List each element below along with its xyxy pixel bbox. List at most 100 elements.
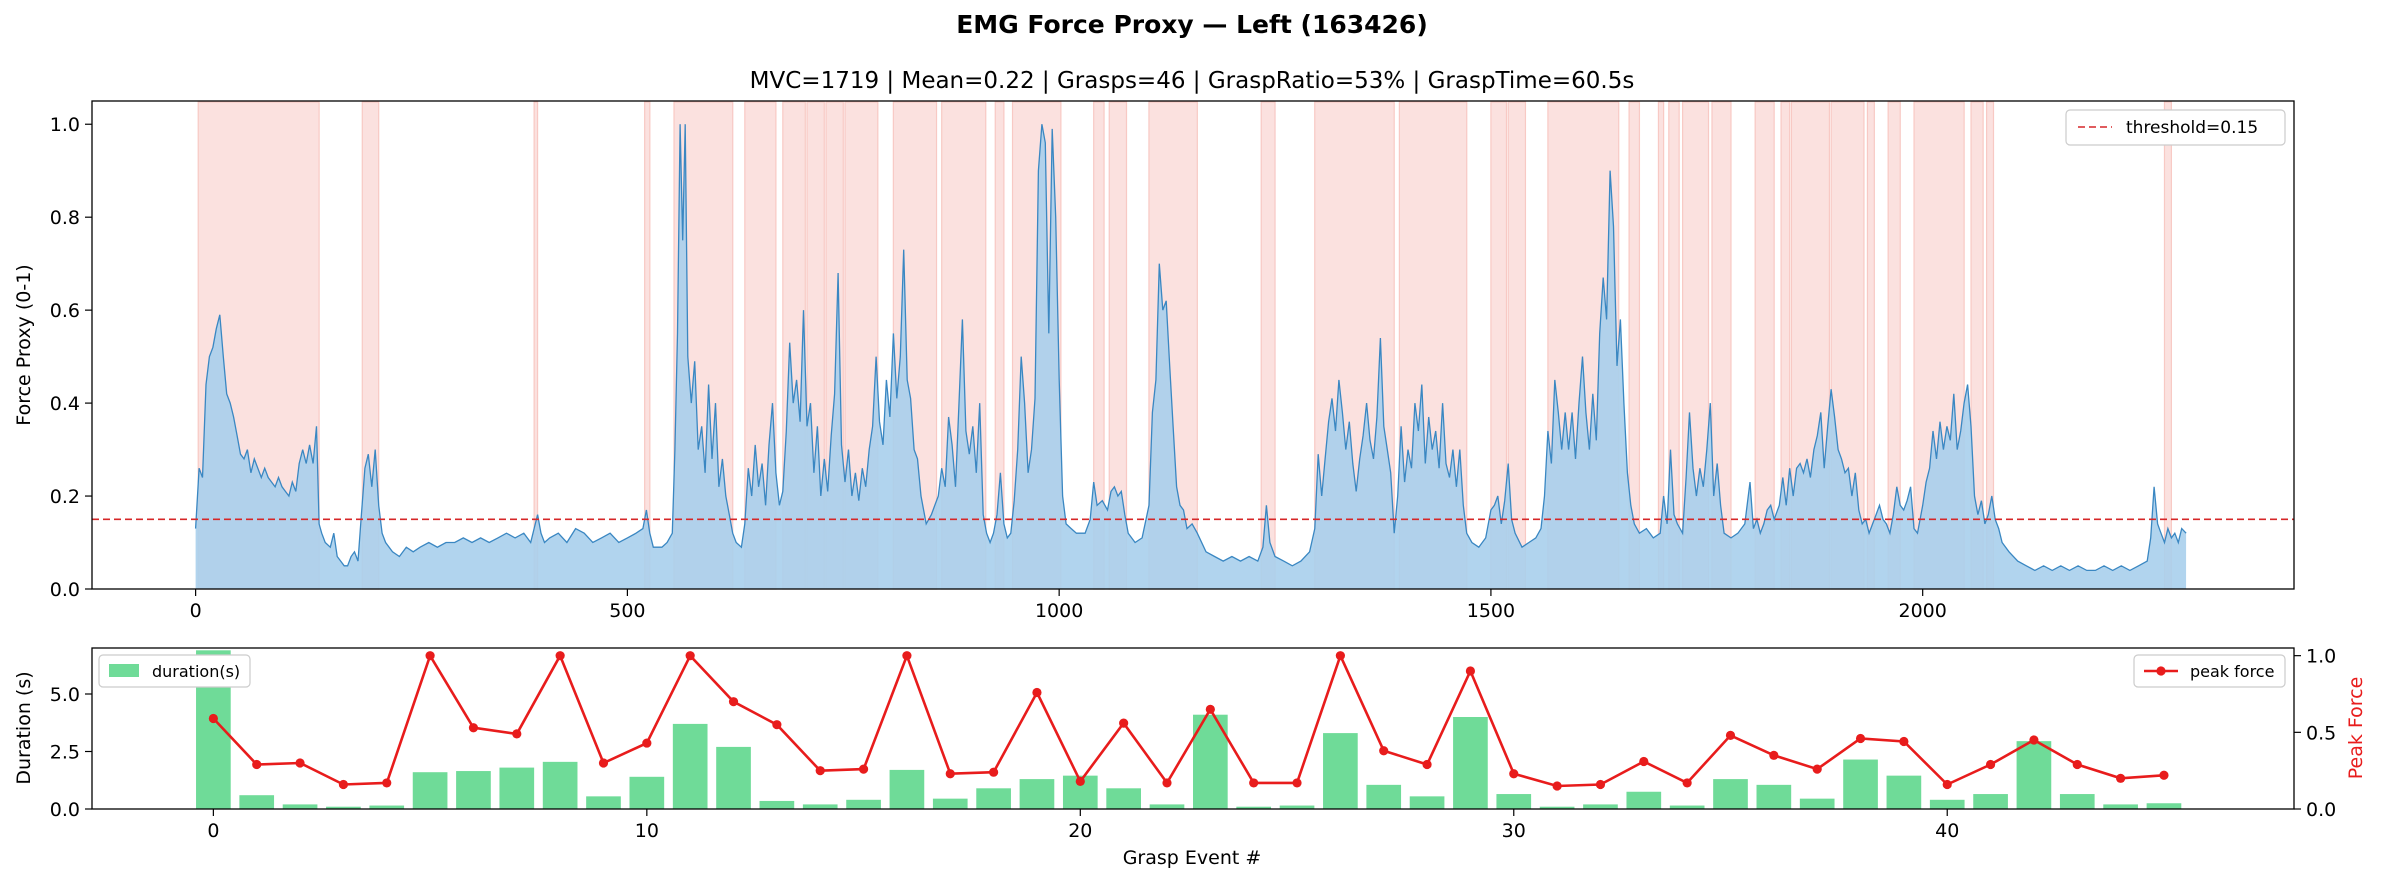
x-tick-label: 30: [1502, 820, 1526, 842]
peak-force-point: [772, 720, 782, 730]
peak-force-point: [1465, 666, 1476, 676]
x-tick-label: 1000: [1035, 600, 1083, 622]
x-tick-label: 0: [207, 820, 219, 842]
grasp-events-right-y-label: Peak Force: [2345, 677, 2367, 780]
peak-force-point: [815, 766, 825, 776]
duration-bar: [1019, 779, 1055, 809]
peak-force-point: [382, 778, 392, 788]
peak-force-point: [1812, 764, 1822, 774]
y-tick-label: 0.0: [50, 579, 80, 601]
peak-force-point: [555, 651, 565, 661]
peak-force-point: [208, 713, 218, 724]
peak-force-point: [468, 723, 479, 733]
duration-bar: [456, 771, 491, 809]
peak-force-point: [1595, 779, 1606, 790]
duration-bar: [1149, 804, 1185, 809]
duration-bar: [1106, 788, 1141, 809]
duration-legend-label: duration(s): [152, 662, 240, 681]
force-chart-y-label: Force Proxy (0-1): [13, 264, 35, 425]
right-y-tick-label: 0.0: [2306, 799, 2336, 821]
x-tick-label: 20: [1068, 820, 1092, 842]
force-chart-x-ticks: 0 500 1000 1500 2000: [190, 589, 1947, 622]
y-tick-label: 5.0: [50, 684, 80, 706]
duration-bar: [1409, 796, 1445, 809]
duration-bar: [1583, 804, 1618, 809]
peak-force-point: [902, 651, 912, 661]
duration-legend-swatch-icon: [109, 664, 139, 677]
duration-bar: [802, 804, 838, 809]
peak-force-point: [1292, 778, 1302, 788]
peak-force-point: [1379, 746, 1389, 756]
duration-bar: [1496, 794, 1532, 809]
peak-force-point: [1422, 759, 1432, 770]
duration-bar: [932, 798, 968, 809]
force-signal-line: [194, 124, 2187, 572]
duration-bar: [2103, 804, 2138, 809]
peak-force-point: [642, 738, 652, 748]
duration-bar: [672, 723, 708, 809]
duration-bar: [369, 805, 405, 809]
peak-force-point: [858, 764, 869, 774]
peak-force-point: [1942, 779, 1952, 790]
duration-bar: [412, 772, 448, 809]
duration-bar: [1626, 791, 1662, 809]
peak-force-point: [1985, 759, 1996, 770]
force-signal-area: [195, 124, 2187, 589]
force-chart-title: MVC=1719 | Mean=0.22 | Grasps=46 | Grasp…: [750, 68, 1635, 94]
grasp-region: [2163, 101, 2172, 590]
force-signal: [194, 124, 2187, 589]
x-tick-label: 1500: [1467, 600, 1515, 622]
x-tick-label: 2000: [1899, 600, 1947, 622]
duration-bar: [1279, 805, 1315, 809]
peak-force-point: [1725, 730, 1736, 741]
duration-bar: [2016, 741, 2052, 809]
peak-force-point: [1032, 687, 1042, 698]
grasp-events-x-ticks: 0 10 20 30 40: [207, 809, 1959, 842]
duration-bar: [586, 796, 621, 809]
duration-legend: duration(s): [98, 654, 251, 688]
duration-bar: [1843, 759, 1878, 809]
duration-bar: [1236, 806, 1272, 809]
x-tick-label: 40: [1935, 820, 1959, 842]
duration-legend-box: [98, 654, 251, 688]
y-tick-label: 0.2: [50, 486, 80, 508]
duration-bar: [1799, 798, 1835, 809]
duration-bar: [282, 804, 318, 809]
duration-bar: [1669, 805, 1705, 809]
duration-bar: [629, 776, 665, 809]
peak-force-point: [1899, 736, 1909, 747]
duration-bar: [1929, 799, 1965, 809]
duration-bar: [976, 788, 1011, 809]
duration-bar: [499, 767, 535, 809]
peak-force-point: [1335, 651, 1345, 661]
force-chart-legend: threshold=0.15: [2065, 109, 2286, 146]
y-tick-label: 0.4: [50, 393, 80, 415]
force-chart-y-ticks: 0.0 0.2 0.4 0.6 0.8 1.0: [50, 114, 92, 601]
duration-bar: [846, 799, 881, 809]
figure-title: EMG Force Proxy — Left (163426): [956, 10, 1428, 39]
y-tick-label: 2.5: [50, 742, 80, 764]
peak-force-point: [425, 651, 435, 661]
grasp-events-chart-frame: [91, 647, 2295, 810]
peak-force-legend-marker-icon: [2156, 666, 2166, 676]
peak-force-point: [338, 779, 349, 790]
peak-force-point: [1509, 769, 1519, 779]
peak-force-line: [208, 651, 2169, 791]
x-tick-label: 500: [609, 600, 645, 622]
peak-force-point: [1769, 750, 1779, 760]
grasp-events-x-label: Grasp Event #: [1123, 847, 1262, 869]
peak-force-point: [2159, 770, 2169, 780]
right-y-tick-label: 0.5: [2306, 722, 2336, 744]
peak-force-point: [1205, 704, 1215, 714]
duration-bar: [1713, 779, 1748, 809]
duration-bar: [2146, 803, 2182, 809]
peak-force-point: [2072, 759, 2082, 770]
peak-force-point: [1249, 778, 1259, 788]
peak-force-point: [2116, 773, 2126, 783]
grasp-events-y-ticks: 0.0 2.5 5.0: [50, 684, 92, 821]
duration-bar: [2059, 794, 2095, 809]
duration-bar: [1453, 717, 1488, 809]
grasp-region: [1260, 101, 1276, 590]
y-tick-label: 0.0: [50, 799, 80, 821]
